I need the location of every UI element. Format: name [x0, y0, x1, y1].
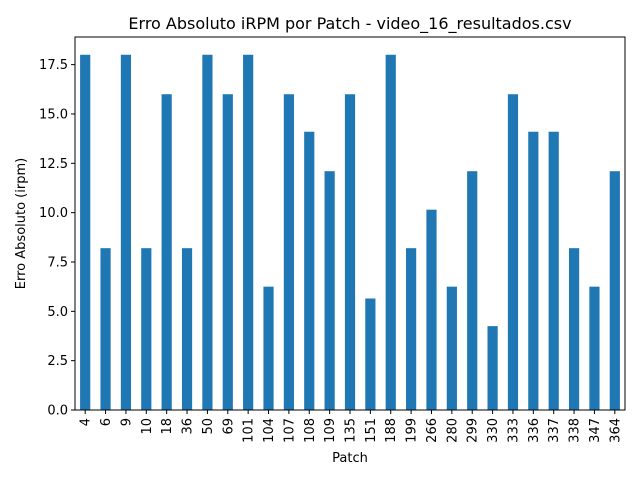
- bar-10: [141, 248, 152, 410]
- bar-337: [548, 131, 559, 410]
- y-tick-label: 10.0: [39, 206, 68, 221]
- bars-group: [80, 54, 620, 411]
- y-tick-label: 2.5: [47, 354, 68, 369]
- bar-9: [120, 54, 132, 411]
- x-tick-label: 108: [303, 418, 318, 443]
- x-tick-label: 50: [201, 418, 216, 435]
- bar-347: [589, 286, 600, 410]
- x-tick-label: 347: [588, 418, 603, 443]
- bar-4: [80, 54, 91, 411]
- bar-50: [202, 54, 213, 411]
- bar-18: [161, 94, 172, 411]
- bar-364: [609, 171, 620, 410]
- bar-151: [365, 298, 376, 410]
- bar-266: [426, 209, 437, 410]
- x-tick-label: 107: [282, 418, 297, 443]
- y-tick-label: 12.5: [39, 157, 68, 172]
- x-axis-label: Patch: [332, 451, 368, 466]
- x-tick-label: 151: [364, 418, 379, 443]
- x-tick-label: 36: [181, 418, 196, 435]
- bar-188: [385, 54, 396, 411]
- bar-135: [344, 94, 356, 411]
- bar-6: [100, 248, 111, 410]
- x-tick-label: 338: [568, 418, 583, 443]
- x-tick-label: 6: [99, 418, 114, 426]
- x-tick-label: 336: [527, 418, 542, 443]
- y-axis-ticks: 0.0 2.5 5.0 7.5 10.0 12.5 15.0 17.5: [39, 58, 75, 419]
- x-tick-label: 266: [425, 418, 440, 443]
- x-tick-label: 330: [486, 418, 501, 443]
- y-tick-label: 17.5: [39, 58, 68, 73]
- bar-280: [446, 286, 457, 410]
- x-tick-label: 280: [445, 418, 460, 443]
- x-tick-label: 9: [119, 418, 134, 426]
- x-tick-label: 333: [506, 418, 521, 443]
- bar-108: [304, 131, 315, 410]
- chart-title: Erro Absoluto iRPM por Patch - video_16_…: [128, 14, 571, 34]
- y-tick-label: 15.0: [39, 107, 68, 122]
- y-tick-label: 0.0: [47, 404, 68, 419]
- y-tick-label: 5.0: [47, 305, 68, 320]
- x-tick-label: 104: [262, 418, 277, 443]
- x-axis-ticks: 4 6 9 10 18 36 50 69 101 104 107 108 109 135 151 188 199…: [79, 410, 623, 443]
- bar-109: [324, 171, 335, 410]
- plot-frame: [74, 36, 626, 411]
- bar-330: [487, 326, 498, 410]
- x-tick-label: 337: [547, 418, 562, 443]
- x-tick-label: 101: [242, 418, 257, 443]
- x-tick-label: 4: [79, 418, 94, 426]
- x-tick-label: 18: [160, 418, 175, 435]
- bar-36: [181, 248, 193, 410]
- y-tick-label: 7.5: [47, 255, 68, 270]
- bar-333: [507, 94, 519, 411]
- x-tick-label: 135: [344, 418, 359, 443]
- x-tick-label: 69: [221, 418, 236, 435]
- bar-107: [283, 94, 294, 411]
- x-tick-label: 364: [608, 418, 623, 443]
- bar-336: [528, 131, 539, 410]
- x-tick-label: 188: [384, 418, 399, 443]
- bar-104: [263, 286, 274, 410]
- y-axis-label: Erro Absoluto (irpm): [14, 158, 29, 289]
- x-tick-label: 10: [140, 418, 155, 435]
- bar-299: [467, 171, 478, 410]
- x-tick-label: 109: [323, 418, 338, 443]
- bar-101: [243, 54, 254, 411]
- x-tick-label: 199: [405, 418, 420, 443]
- bar-199: [406, 248, 417, 410]
- bar-69: [222, 94, 233, 411]
- bar-338: [568, 248, 580, 410]
- x-tick-label: 299: [466, 418, 481, 443]
